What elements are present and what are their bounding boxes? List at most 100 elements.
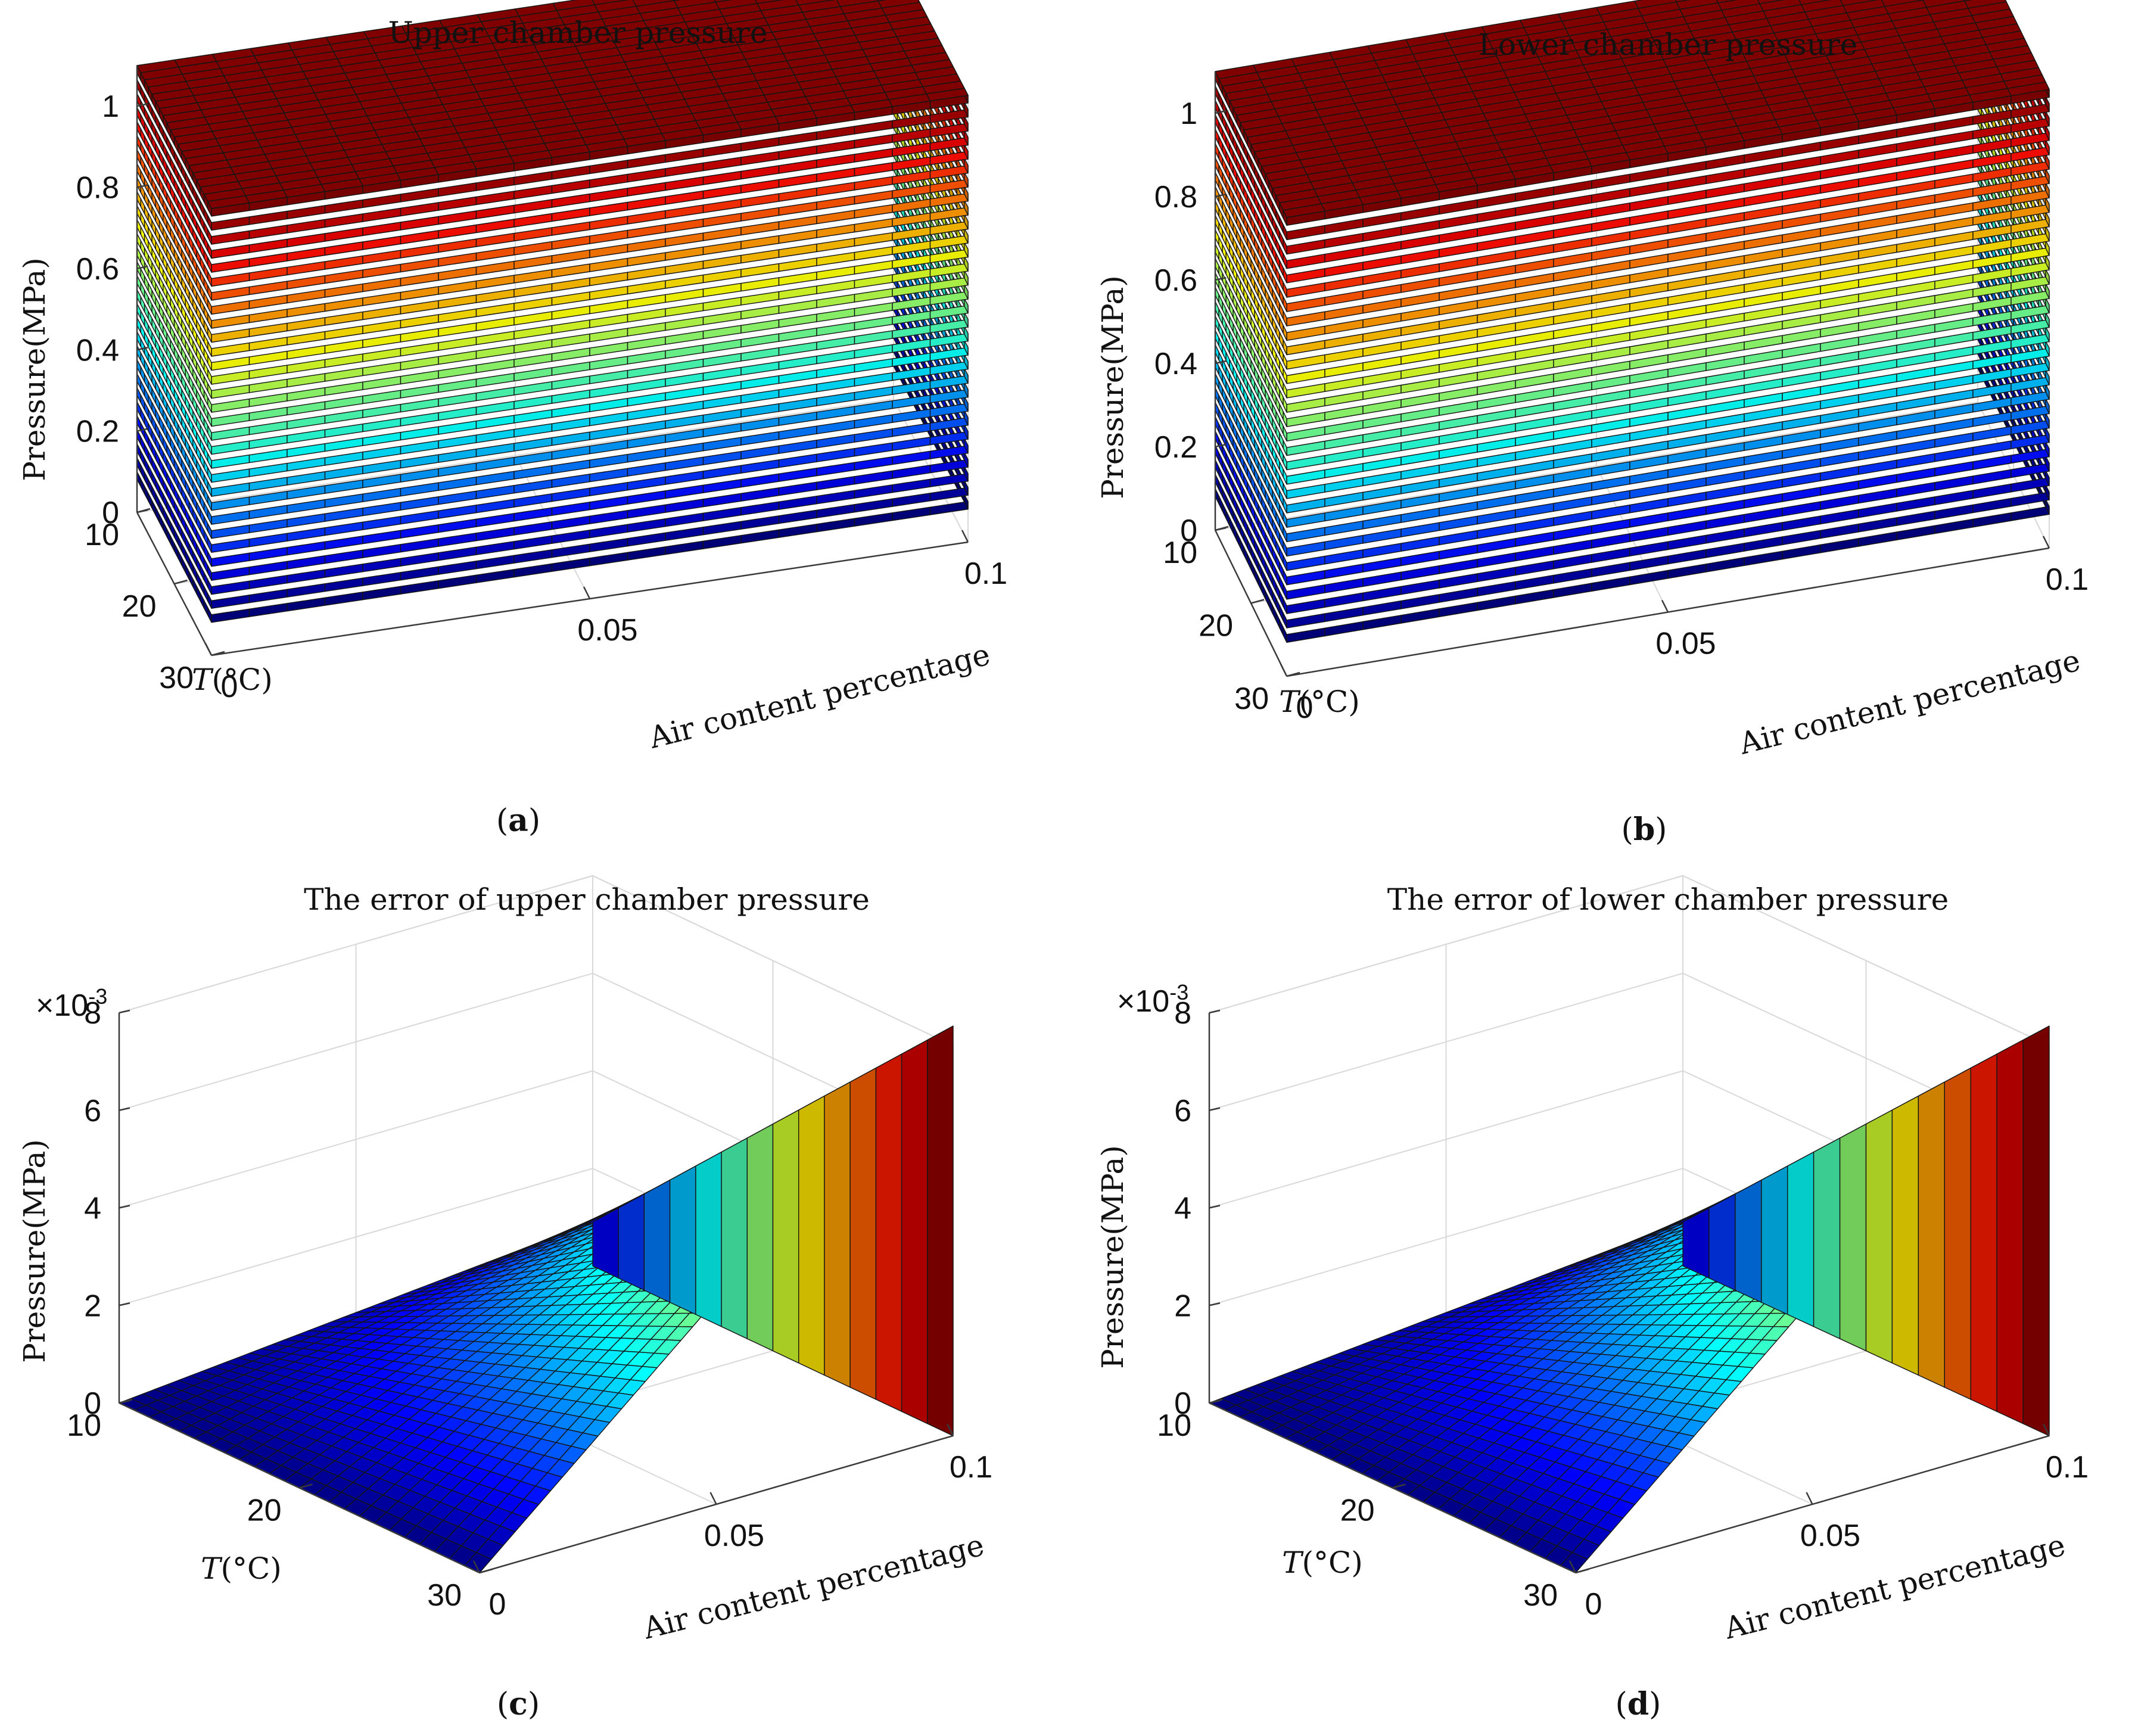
surface-facet — [513, 199, 553, 214]
surface-facet — [1240, 438, 1244, 455]
surface-facet — [173, 206, 179, 223]
surface-facet — [1225, 150, 1230, 167]
surface-facet — [362, 502, 402, 517]
surface-facet — [1324, 290, 1364, 306]
surface-facet — [287, 429, 326, 444]
surface-facet — [1400, 292, 1440, 307]
surface-facet — [1240, 424, 1244, 440]
surface-facet — [1240, 266, 1244, 282]
surface-facet — [1268, 195, 1273, 211]
surface-facet — [1258, 216, 1262, 232]
surface-facet — [203, 347, 208, 364]
surface-facet — [196, 361, 201, 378]
surface-facet — [1268, 482, 1273, 499]
surface-facet — [1247, 338, 1252, 354]
surface-facet — [188, 431, 194, 447]
surface-facet — [1553, 252, 1592, 267]
surface-facet — [196, 207, 201, 223]
surface-facet — [1286, 484, 1325, 499]
surface-facet — [173, 304, 179, 321]
surface-facet — [166, 178, 171, 194]
surface-facet — [1247, 266, 1252, 282]
surface-facet — [854, 134, 893, 149]
surface-facet — [551, 333, 590, 348]
surface-facet — [158, 136, 164, 152]
surface-facet — [1858, 186, 1897, 202]
surface-facet — [702, 409, 742, 424]
surface-facet — [1934, 317, 1974, 333]
surface-facet — [207, 285, 212, 301]
surface-facet — [188, 459, 194, 475]
surface-facet — [1225, 294, 1230, 310]
surface-facet — [173, 248, 179, 265]
surface-facet — [1782, 501, 1821, 517]
surface-facet — [1782, 285, 1821, 301]
surface-facet — [163, 367, 167, 383]
surface-facet — [1265, 475, 1269, 491]
surface-facet — [166, 402, 171, 418]
surface-facet — [589, 328, 628, 343]
surface-facet — [1222, 488, 1227, 505]
surface-facet — [1705, 169, 1745, 184]
surface-facet — [1258, 446, 1262, 462]
surface-facet — [166, 290, 171, 306]
surface-facet — [513, 339, 553, 354]
surface-facet — [1272, 504, 1277, 521]
surface-facet — [178, 508, 182, 524]
surface-facet — [196, 333, 201, 350]
surface-facet — [1934, 202, 1974, 218]
surface-facet — [665, 387, 704, 401]
surface-facet — [188, 291, 194, 307]
surface-facet — [854, 316, 893, 331]
surface-facet — [362, 530, 402, 545]
surface-facet — [188, 529, 194, 545]
surface-facet — [1782, 343, 1821, 359]
surface-facet — [892, 506, 931, 521]
surface-facet — [248, 407, 288, 421]
surface-facet — [1254, 496, 1259, 513]
surface-facet — [1229, 301, 1234, 318]
surface-facet — [1439, 242, 1478, 258]
surface-facet — [1324, 377, 1364, 392]
surface-facet — [438, 574, 477, 589]
surface-facet — [287, 513, 326, 528]
surface-facet — [1222, 258, 1227, 275]
surface-facet — [151, 191, 156, 208]
surface-layer — [136, 246, 969, 511]
surface-facet — [1439, 573, 1478, 589]
surface-facet — [1439, 372, 1478, 387]
surface-facet — [173, 318, 179, 335]
surface-facet — [144, 443, 149, 459]
surface-facet — [1283, 238, 1287, 255]
surface-facet — [1283, 497, 1287, 514]
surface-facet — [1972, 483, 2012, 499]
surface-facet — [1400, 234, 1440, 250]
surface-facet — [1744, 234, 1783, 250]
surface-facet — [163, 199, 167, 215]
surface-facet — [170, 255, 175, 272]
surface-facet — [740, 165, 780, 180]
surface-facet — [1225, 222, 1230, 239]
surface-facet — [144, 93, 149, 110]
surface-facet — [200, 593, 205, 609]
x-tick-label: 0 — [221, 670, 238, 704]
surface-facet — [211, 595, 250, 609]
surface-facet — [816, 210, 855, 225]
surface-facet — [1272, 446, 1277, 463]
surface-facet — [1225, 323, 1230, 340]
surface-facet — [755, 0, 784, 4]
surface-facet — [854, 456, 893, 471]
surface-facet — [627, 406, 666, 421]
surface-facet — [1858, 272, 1897, 288]
surface-facet — [362, 516, 402, 530]
surface-layer — [136, 190, 969, 455]
surface-facet — [1324, 319, 1364, 335]
surface-facet — [1225, 136, 1230, 153]
surface-facet — [170, 409, 175, 425]
surface-facet — [1858, 258, 1897, 274]
surface-facet — [1265, 461, 1269, 477]
surface-facet — [1782, 228, 1821, 244]
surface-facet — [627, 504, 666, 519]
surface-facet — [166, 360, 171, 377]
surface-facet — [1972, 455, 2012, 470]
